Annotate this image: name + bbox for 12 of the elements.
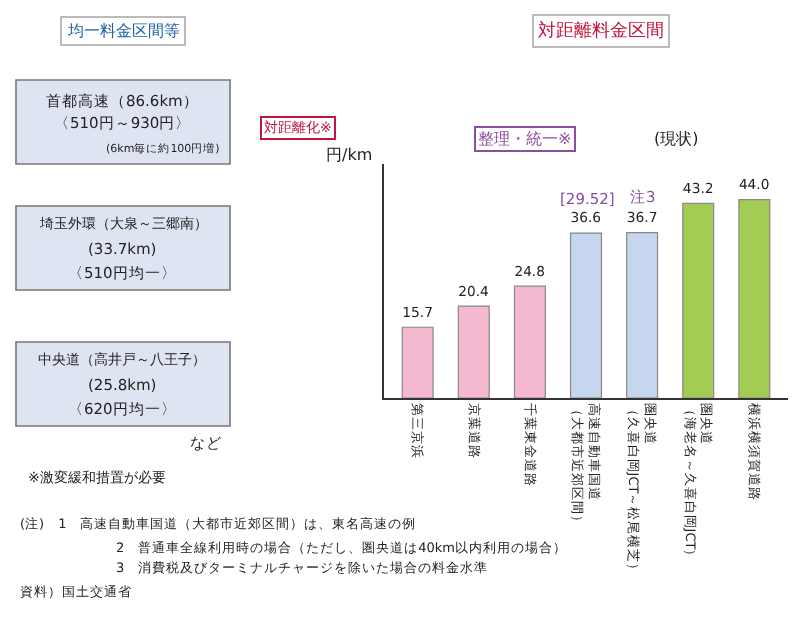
bar [738, 199, 771, 398]
text: (現状) [654, 130, 699, 148]
bar [513, 285, 546, 398]
text: 整理・統一※ [478, 130, 572, 148]
text: 均一料金区間等 [66, 22, 180, 40]
bar [569, 232, 603, 398]
bar [626, 232, 659, 398]
bar [401, 326, 434, 398]
bar [457, 305, 490, 398]
chart-title: 対距離料金区間 [538, 20, 664, 42]
y-axis-title: 円/km [326, 146, 373, 164]
bar [682, 202, 715, 398]
